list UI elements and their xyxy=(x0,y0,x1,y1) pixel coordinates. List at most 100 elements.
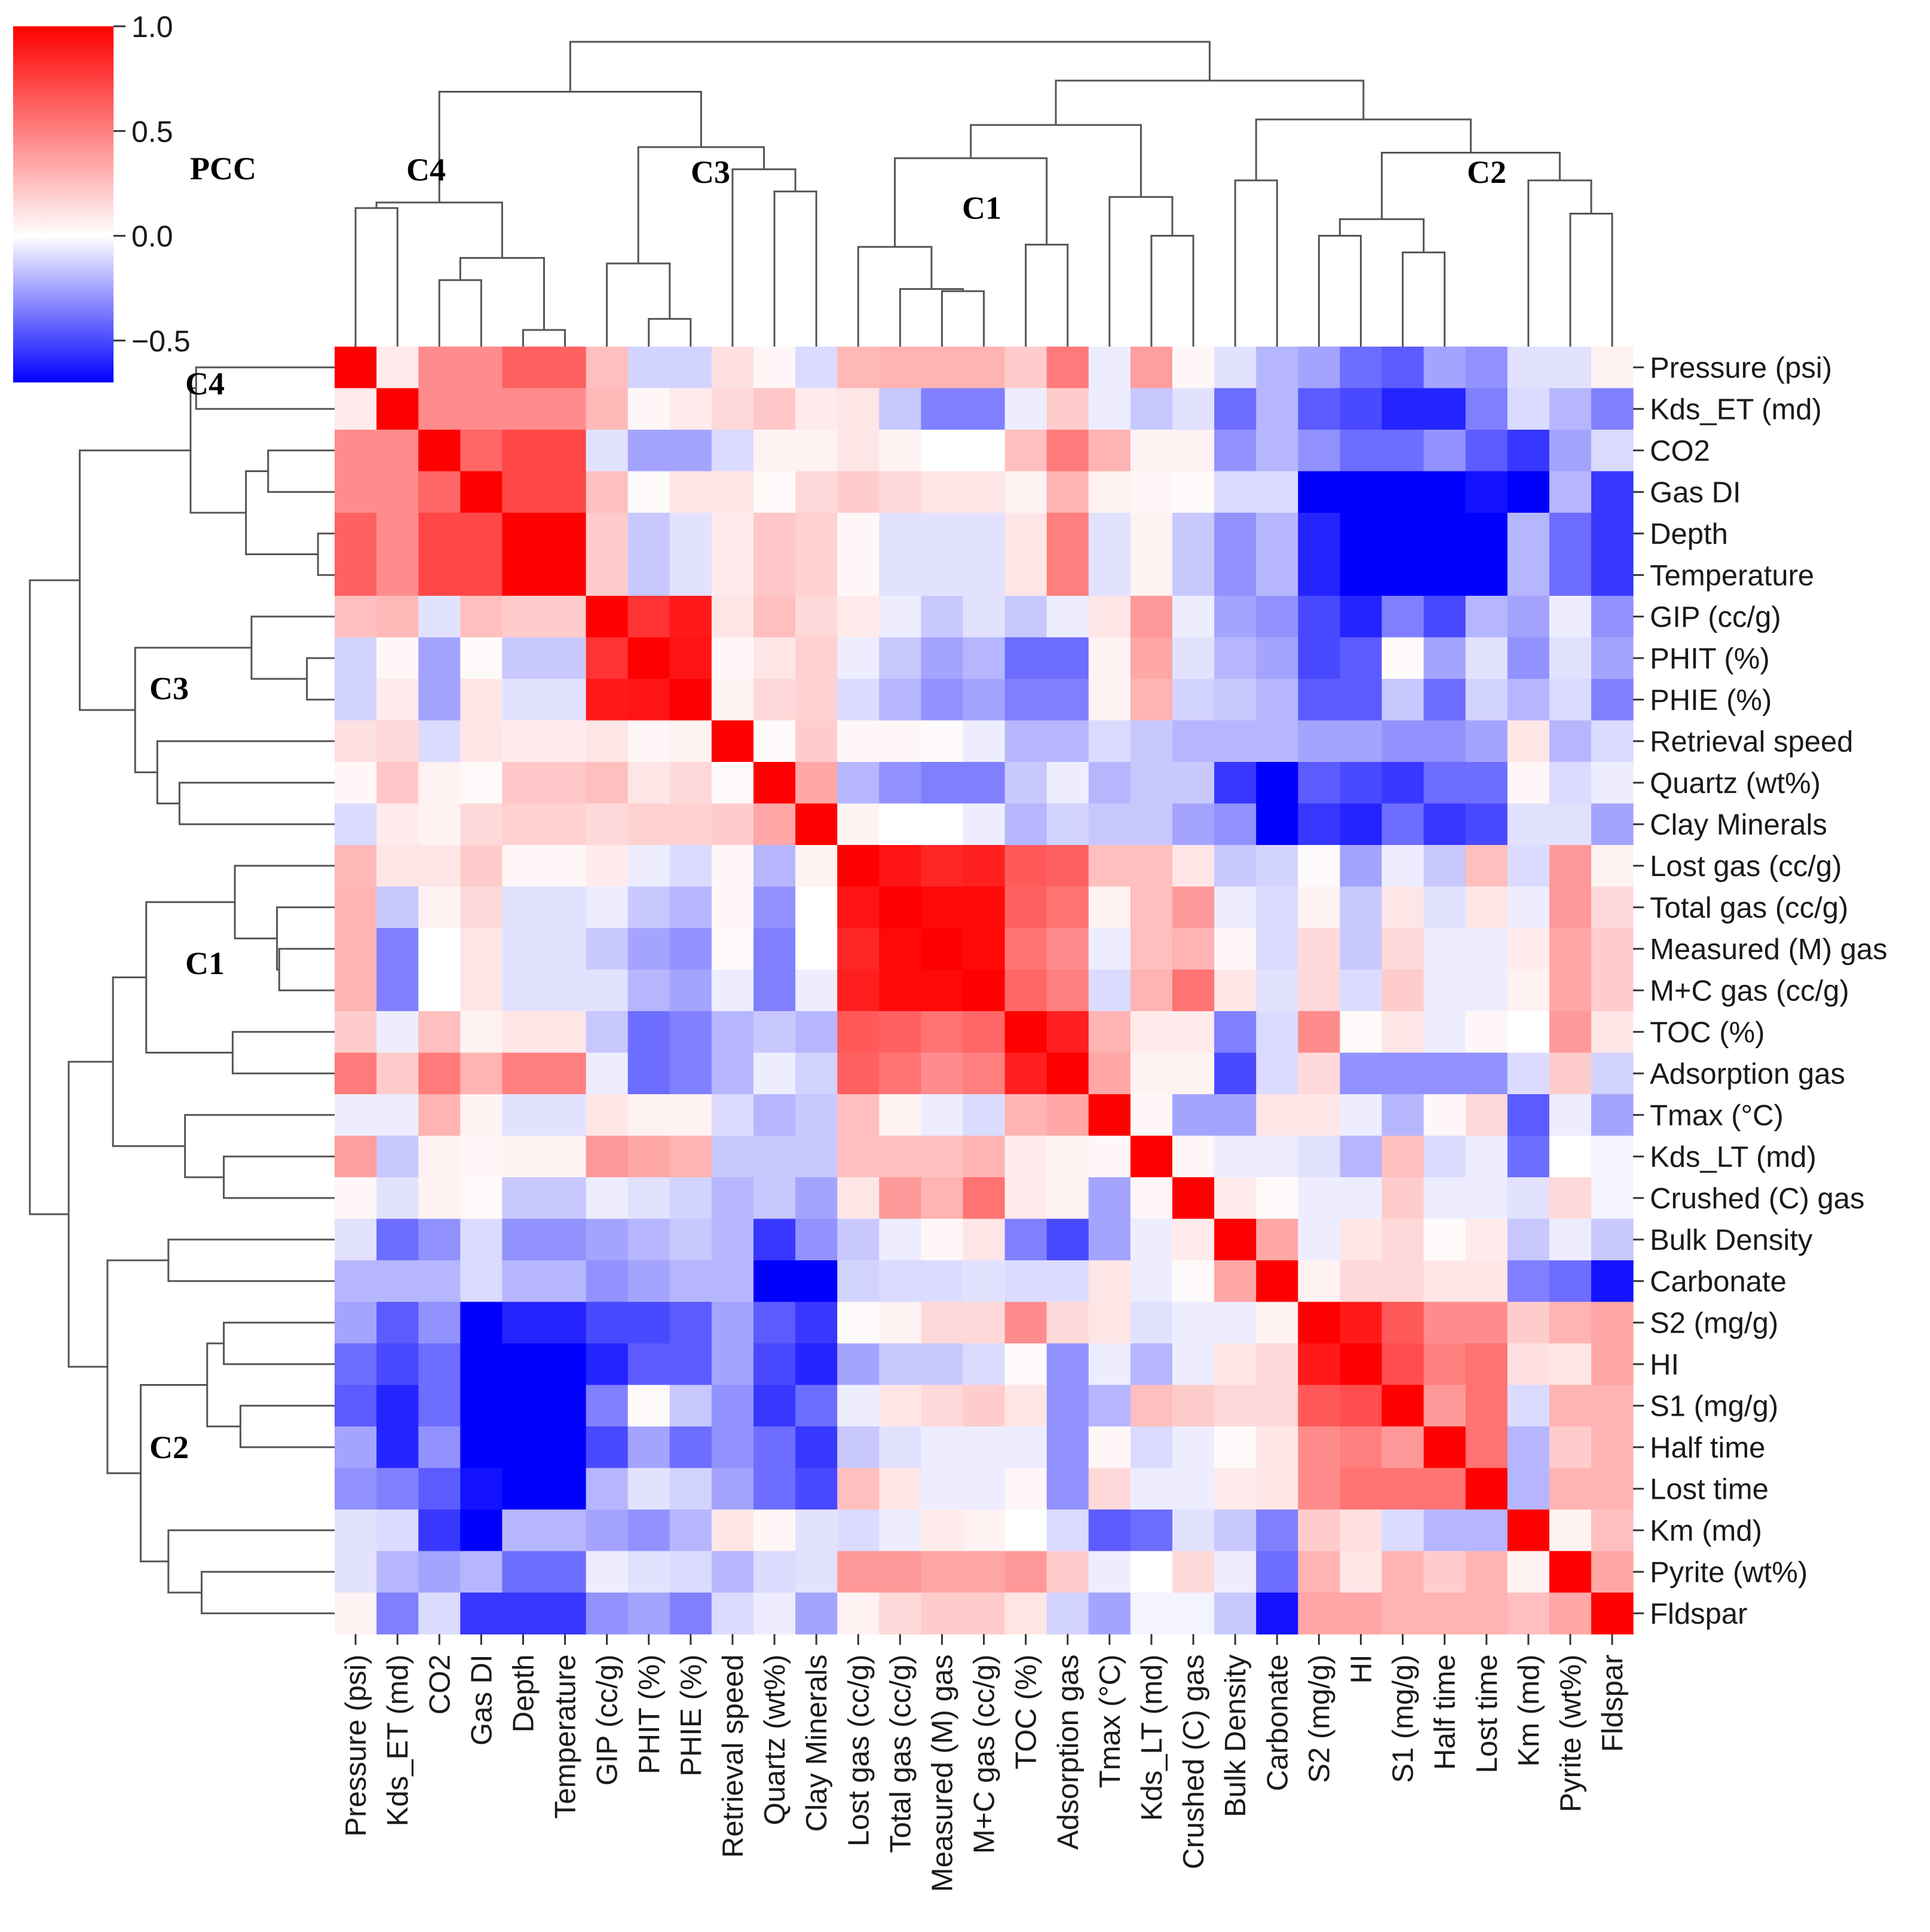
cell-lost-time-x-half-time xyxy=(1423,1468,1466,1510)
cell-gip-cc-g-x-gas-di xyxy=(460,596,503,638)
cell-s1-mg-g-x-s1-mg-g xyxy=(1381,1385,1424,1427)
cluster-label-left-c2: C2 xyxy=(149,1429,189,1465)
cell-kds-lt-md-x-km-md xyxy=(1507,1135,1550,1178)
cell-pyrite-wt-x-measured-m-gas xyxy=(921,1551,964,1593)
cell-clay-minerals-x-phit xyxy=(627,803,670,846)
cell-lost-time-x-pyrite-wt xyxy=(1549,1468,1592,1510)
cell-measured-m-gas-x-s2-mg-g xyxy=(1298,928,1340,970)
dendrogram-link xyxy=(606,262,671,347)
cell-gas-di-x-phie xyxy=(669,471,712,513)
cell-s1-mg-g-x-s2-mg-g xyxy=(1298,1385,1340,1427)
cell-phit-x-depth xyxy=(502,637,545,679)
cell-km-md-x-kds-et-md xyxy=(376,1510,419,1552)
cell-carbonate-x-km-md xyxy=(1507,1260,1550,1303)
cell-s2-mg-g-x-half-time xyxy=(1423,1302,1466,1344)
colorbar-tick-label: 0.0 xyxy=(131,220,173,253)
cell-s1-mg-g-x-pyrite-wt xyxy=(1549,1385,1592,1427)
cell-quartz-wt-x-carbonate xyxy=(1256,762,1298,804)
cell-retrieval-speed-x-carbonate xyxy=(1256,720,1298,763)
colorbar-tick-label: −0.5 xyxy=(131,324,191,358)
dendrogram-link xyxy=(184,1114,335,1178)
cell-bulk-density-x-m-c-gas-cc-g xyxy=(963,1218,1006,1261)
cell-measured-m-gas-x-hi xyxy=(1340,928,1383,970)
cell-half-time-x-bulk-density xyxy=(1214,1426,1257,1469)
cell-pressure-psi-x-toc xyxy=(1004,347,1047,389)
cell-toc-x-hi xyxy=(1340,1011,1383,1054)
cell-fldspar-x-adsorption-gas xyxy=(1046,1593,1089,1635)
dendrogram-link xyxy=(195,366,335,410)
cell-kds-lt-md-x-phit xyxy=(627,1135,670,1178)
cell-phit-x-kds-lt-md xyxy=(1130,637,1173,679)
cell-pressure-psi-x-temperature xyxy=(544,347,587,389)
cell-adsorption-gas-x-pyrite-wt xyxy=(1549,1052,1592,1095)
cell-lost-time-x-co2 xyxy=(418,1468,461,1510)
cell-clay-minerals-x-phie xyxy=(669,803,712,846)
cell-adsorption-gas-x-kds-et-md xyxy=(376,1052,419,1095)
cluster-label-left-c1: C1 xyxy=(185,945,225,981)
cell-retrieval-speed-x-fldspar xyxy=(1591,720,1634,763)
cell-km-md-x-toc xyxy=(1004,1510,1047,1552)
cell-total-gas-cc-g-x-co2 xyxy=(418,886,461,929)
cell-gas-di-x-tmax-c xyxy=(1088,471,1131,513)
cell-carbonate-x-pyrite-wt xyxy=(1549,1260,1592,1303)
cell-co2-x-quartz-wt xyxy=(753,430,796,472)
cell-kds-et-md-x-kds-lt-md xyxy=(1130,388,1173,430)
row-label-co2: CO2 xyxy=(1650,435,1710,467)
cell-half-time-x-crushed-c-gas xyxy=(1172,1426,1215,1469)
cell-pyrite-wt-x-carbonate xyxy=(1256,1551,1298,1593)
cell-half-time-x-measured-m-gas xyxy=(921,1426,964,1469)
cell-retrieval-speed-x-lost-gas-cc-g xyxy=(837,720,880,763)
cell-s2-mg-g-x-quartz-wt xyxy=(753,1302,796,1344)
cell-lost-gas-cc-g-x-fldspar xyxy=(1591,845,1634,887)
cell-hi-x-km-md xyxy=(1507,1343,1550,1386)
cell-crushed-c-gas-x-measured-m-gas xyxy=(921,1177,964,1220)
cell-lost-time-x-quartz-wt xyxy=(753,1468,796,1510)
cell-gip-cc-g-x-km-md xyxy=(1507,596,1550,638)
cell-depth-x-measured-m-gas xyxy=(921,513,964,555)
cell-pressure-psi-x-kds-lt-md xyxy=(1130,347,1173,389)
cell-km-md-x-total-gas-cc-g xyxy=(879,1510,921,1552)
cell-hi-x-toc xyxy=(1004,1343,1047,1386)
cell-kds-et-md-x-gip-cc-g xyxy=(586,388,629,430)
col-label-m-c-gas-cc-g: M+C gas (cc/g) xyxy=(969,1655,1001,1854)
cell-co2-x-m-c-gas-cc-g xyxy=(963,430,1006,472)
cell-carbonate-x-s1-mg-g xyxy=(1381,1260,1424,1303)
row-label-tmax-c: Tmax (°C) xyxy=(1650,1100,1784,1132)
cell-lost-gas-cc-g-x-s1-mg-g xyxy=(1381,845,1424,887)
cell-s1-mg-g-x-crushed-c-gas xyxy=(1172,1385,1215,1427)
col-label-retrieval-speed: Retrieval speed xyxy=(717,1655,749,1858)
cell-m-c-gas-cc-g-x-temperature xyxy=(544,969,587,1012)
cell-total-gas-cc-g-x-phit xyxy=(627,886,670,929)
cell-s2-mg-g-x-crushed-c-gas xyxy=(1172,1302,1215,1344)
cell-phie-x-hi xyxy=(1340,679,1383,721)
cell-bulk-density-x-retrieval-speed xyxy=(711,1218,754,1261)
cell-s1-mg-g-x-depth xyxy=(502,1385,545,1427)
cell-quartz-wt-x-half-time xyxy=(1423,762,1466,804)
cell-retrieval-speed-x-depth xyxy=(502,720,545,763)
cell-kds-lt-md-x-measured-m-gas xyxy=(921,1135,964,1178)
cell-lost-gas-cc-g-x-kds-et-md xyxy=(376,845,419,887)
cell-km-md-x-lost-time xyxy=(1465,1510,1508,1552)
cell-quartz-wt-x-phie xyxy=(669,762,712,804)
cell-m-c-gas-cc-g-x-quartz-wt xyxy=(753,969,796,1012)
cell-quartz-wt-x-phit xyxy=(627,762,670,804)
cell-km-md-x-fldspar xyxy=(1591,1510,1634,1552)
cell-kds-et-md-x-co2 xyxy=(418,388,461,430)
cell-crushed-c-gas-x-crushed-c-gas xyxy=(1172,1177,1215,1220)
cell-retrieval-speed-x-pressure-psi xyxy=(335,720,377,763)
cell-quartz-wt-x-gas-di xyxy=(460,762,503,804)
cell-m-c-gas-cc-g-x-adsorption-gas xyxy=(1046,969,1089,1012)
dendrogram-link xyxy=(231,1031,335,1074)
cell-co2-x-temperature xyxy=(544,430,587,472)
cluster-label-top-c2: C2 xyxy=(1467,154,1506,190)
cell-kds-lt-md-x-pressure-psi xyxy=(335,1135,377,1178)
cell-lost-time-x-lost-time xyxy=(1465,1468,1508,1510)
cell-kds-et-md-x-carbonate xyxy=(1256,388,1298,430)
cell-lost-time-x-adsorption-gas xyxy=(1046,1468,1089,1510)
cell-tmax-c-x-m-c-gas-cc-g xyxy=(963,1094,1006,1137)
cell-gas-di-x-depth xyxy=(502,471,545,513)
cell-fldspar-x-clay-minerals xyxy=(795,1593,838,1635)
cell-m-c-gas-cc-g-x-lost-gas-cc-g xyxy=(837,969,880,1012)
cell-gip-cc-g-x-clay-minerals xyxy=(795,596,838,638)
dendrogram-link xyxy=(731,168,796,347)
